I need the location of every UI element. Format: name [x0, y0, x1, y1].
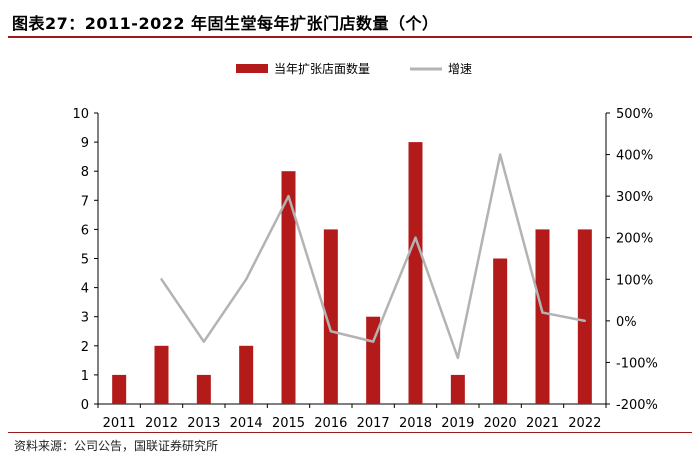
x-tick-label: 2016 [314, 416, 347, 430]
bar [281, 171, 296, 404]
right-tick-label: -200% [616, 398, 658, 413]
right-tick-label: 200% [616, 232, 653, 247]
legend-bar-swatch [236, 64, 268, 73]
line-point [583, 319, 587, 323]
left-tick-label: 6 [81, 223, 89, 238]
x-tick-label: 2019 [441, 416, 474, 430]
right-tick-label: 100% [616, 273, 653, 288]
title-divider [8, 36, 692, 38]
bar [154, 345, 169, 404]
left-tick-label: 7 [81, 194, 89, 209]
left-tick-label: 0 [81, 398, 89, 413]
combo-chart: 当年扩张店面数量 增速 0 1 2 3 4 5 6 7 8 9 10 -200% -100% 0% 100% 2… [72, 61, 657, 430]
line-point [456, 356, 460, 360]
chart-title: 图表27：2011-2022 年固生堂每年扩张门店数量（个） [12, 14, 439, 33]
legend-line-label: 增速 [448, 62, 472, 76]
right-tick-label: -100% [616, 356, 658, 371]
left-tick-label: 2 [81, 340, 89, 355]
line-point [287, 194, 290, 198]
x-tick-label: 2020 [484, 416, 517, 430]
x-tick-label: 2015 [272, 416, 305, 430]
line-point [244, 278, 248, 281]
bar [196, 374, 211, 404]
right-tick-label: 300% [616, 190, 653, 205]
left-tick-label: 9 [81, 136, 89, 151]
line-point [371, 340, 375, 343]
left-tick-label: 4 [81, 282, 89, 297]
bar [112, 374, 127, 404]
bar-series [112, 142, 592, 404]
x-tick-label: 2012 [145, 416, 178, 430]
line-point [202, 340, 206, 343]
bar [323, 229, 338, 404]
line-point [329, 330, 333, 333]
right-tick-label: 400% [616, 149, 653, 164]
bar [577, 229, 592, 404]
left-tick-label: 8 [81, 165, 89, 180]
left-tick-label: 1 [81, 369, 89, 384]
axes: 0 1 2 3 4 5 6 7 8 9 10 -200% -100% 0% 100% 200% 300% 400%… [72, 107, 657, 430]
right-tick-label: 500% [616, 107, 653, 122]
bar [535, 229, 550, 404]
right-tick-label: 0% [616, 315, 637, 330]
legend: 当年扩张店面数量 增速 [236, 61, 472, 76]
line-point [498, 153, 502, 156]
bar [450, 374, 465, 404]
line-point [414, 236, 417, 239]
x-tick-label: 2013 [187, 416, 220, 430]
legend-bar-label: 当年扩张店面数量 [274, 61, 370, 76]
left-tick-label: 5 [81, 253, 89, 268]
x-tick-label: 2021 [526, 416, 559, 430]
x-tick-label: 2022 [568, 416, 601, 430]
x-tick-label: 2014 [230, 416, 263, 430]
source-note: 资料来源：公司公告，国联证券研究所 [14, 439, 219, 453]
left-tick-label: 3 [81, 311, 89, 326]
left-tick-label: 10 [72, 107, 89, 122]
source-divider [8, 432, 692, 433]
x-tick-label: 2017 [357, 416, 390, 430]
bar [408, 142, 423, 404]
line-series [160, 153, 587, 360]
x-tick-label: 2011 [103, 416, 136, 430]
line-point [541, 311, 544, 314]
x-tick-label: 2018 [399, 416, 432, 430]
bar [239, 345, 254, 404]
line-point [160, 278, 163, 281]
bar [366, 316, 381, 404]
bar [493, 258, 508, 404]
